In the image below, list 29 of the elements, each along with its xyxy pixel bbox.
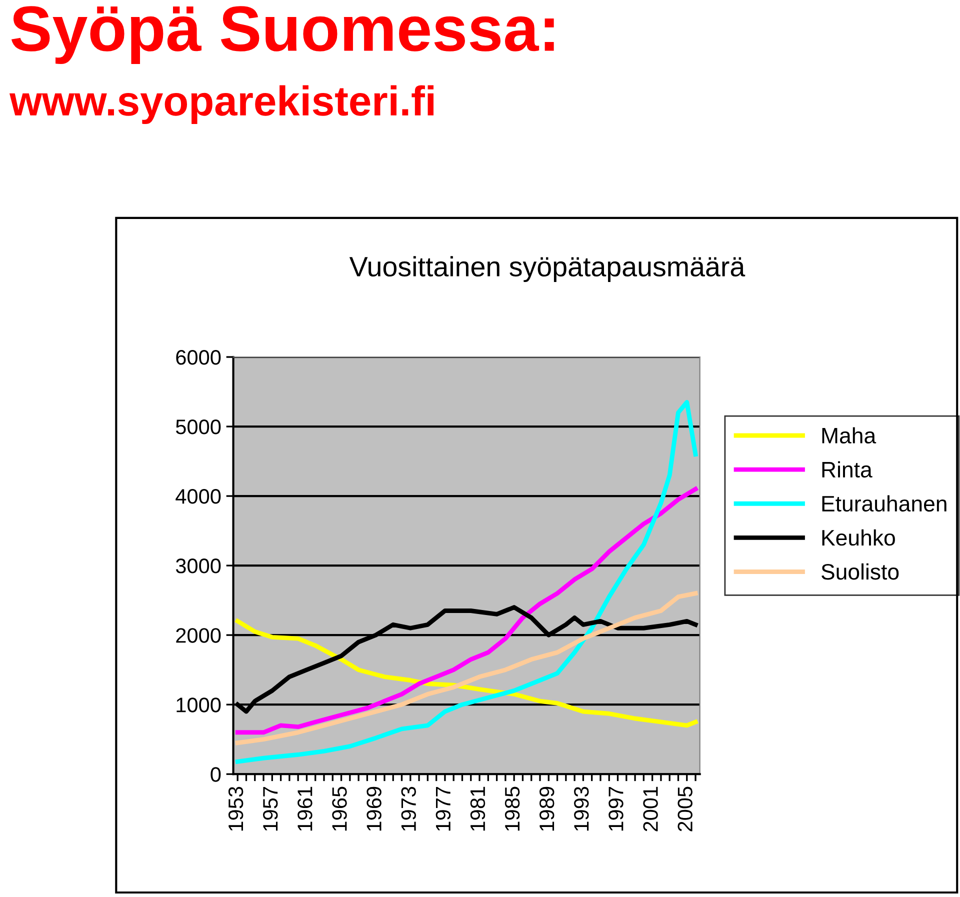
y-tick-label: 6000 (176, 350, 221, 365)
text: www.syoparekisteri.fi (9, 85, 434, 124)
legend-label: Keuhko (822, 529, 895, 546)
x-tick-label: 1981 (470, 786, 486, 831)
x-tick-label: 1961 (298, 786, 312, 831)
x-tick-label: 2001 (643, 786, 658, 832)
x-tick-label: 1997 (608, 786, 624, 831)
legend-label: Rinta (822, 461, 872, 478)
y-tick-label: 5000 (176, 420, 221, 434)
x-tick-label: 1977 (436, 786, 451, 831)
text: Syöpä Suomessa: (11, 6, 554, 64)
x-tick-label: 1989 (539, 786, 554, 831)
x-tick-label: 1985 (504, 786, 520, 831)
x-tick-label: 1965 (332, 786, 347, 831)
y-tick-label: 2000 (176, 628, 221, 643)
y-tick-label: 1000 (176, 698, 221, 712)
x-tick-label: 1953 (228, 786, 244, 831)
legend-label: Eturauhanen (822, 495, 946, 512)
x-tick-label: 1973 (401, 786, 416, 831)
x-tick-label: 1969 (366, 786, 382, 831)
legend-label: Suolisto (822, 563, 899, 580)
legend-label: Maha (822, 427, 876, 444)
x-tick-label: 1993 (574, 786, 589, 831)
y-tick-label: 0 (210, 767, 221, 782)
y-tick-label: 4000 (176, 489, 221, 504)
x-tick-label: 1957 (263, 786, 278, 831)
chart-title: Vuosittainen syöpätapausmäärä (349, 256, 746, 282)
y-tick-label: 3000 (176, 558, 221, 574)
x-tick-label: 2005 (678, 786, 692, 832)
